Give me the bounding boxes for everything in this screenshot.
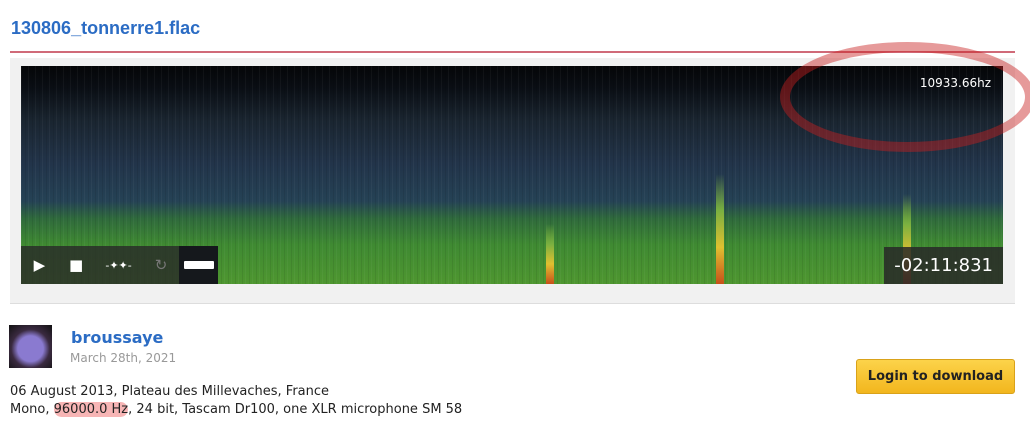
description-line: Mono, 96000.0 Hz, 24 bit, Tascam Dr100, … [10, 401, 462, 419]
upload-date: March 28th, 2021 [70, 351, 177, 365]
annotation-scribble [780, 42, 1030, 152]
description: 06 August 2013, Plateau des Millevaches,… [10, 383, 462, 419]
avatar[interactable] [9, 325, 52, 368]
sound-title: 130806_tonnerre1.flac [11, 18, 201, 38]
divider [10, 51, 1015, 53]
spectrogram-peak [903, 194, 911, 284]
text: Mono, [10, 402, 54, 417]
username-link[interactable]: broussaye [71, 328, 164, 347]
time-display: -02:11:831 [884, 247, 1003, 284]
player-controls: ▶ ■ -✦✦- ↻ [21, 246, 219, 284]
stop-icon[interactable]: ■ [68, 256, 84, 274]
spectrogram-peak [716, 174, 724, 284]
sample-rate: 96000.0 Hz [53, 402, 129, 417]
spectrogram-peak [546, 224, 554, 284]
ruler-icon[interactable] [179, 246, 219, 284]
login-to-download-button[interactable]: Login to download [856, 359, 1015, 394]
waveform-icon[interactable]: -✦✦- [105, 258, 132, 272]
description-line: 06 August 2013, Plateau des Millevaches,… [10, 384, 330, 399]
text: , 24 bit, Tascam Dr100, one XLR micropho… [128, 402, 463, 417]
loop-icon[interactable]: ↻ [154, 256, 168, 274]
play-icon[interactable]: ▶ [33, 256, 46, 274]
